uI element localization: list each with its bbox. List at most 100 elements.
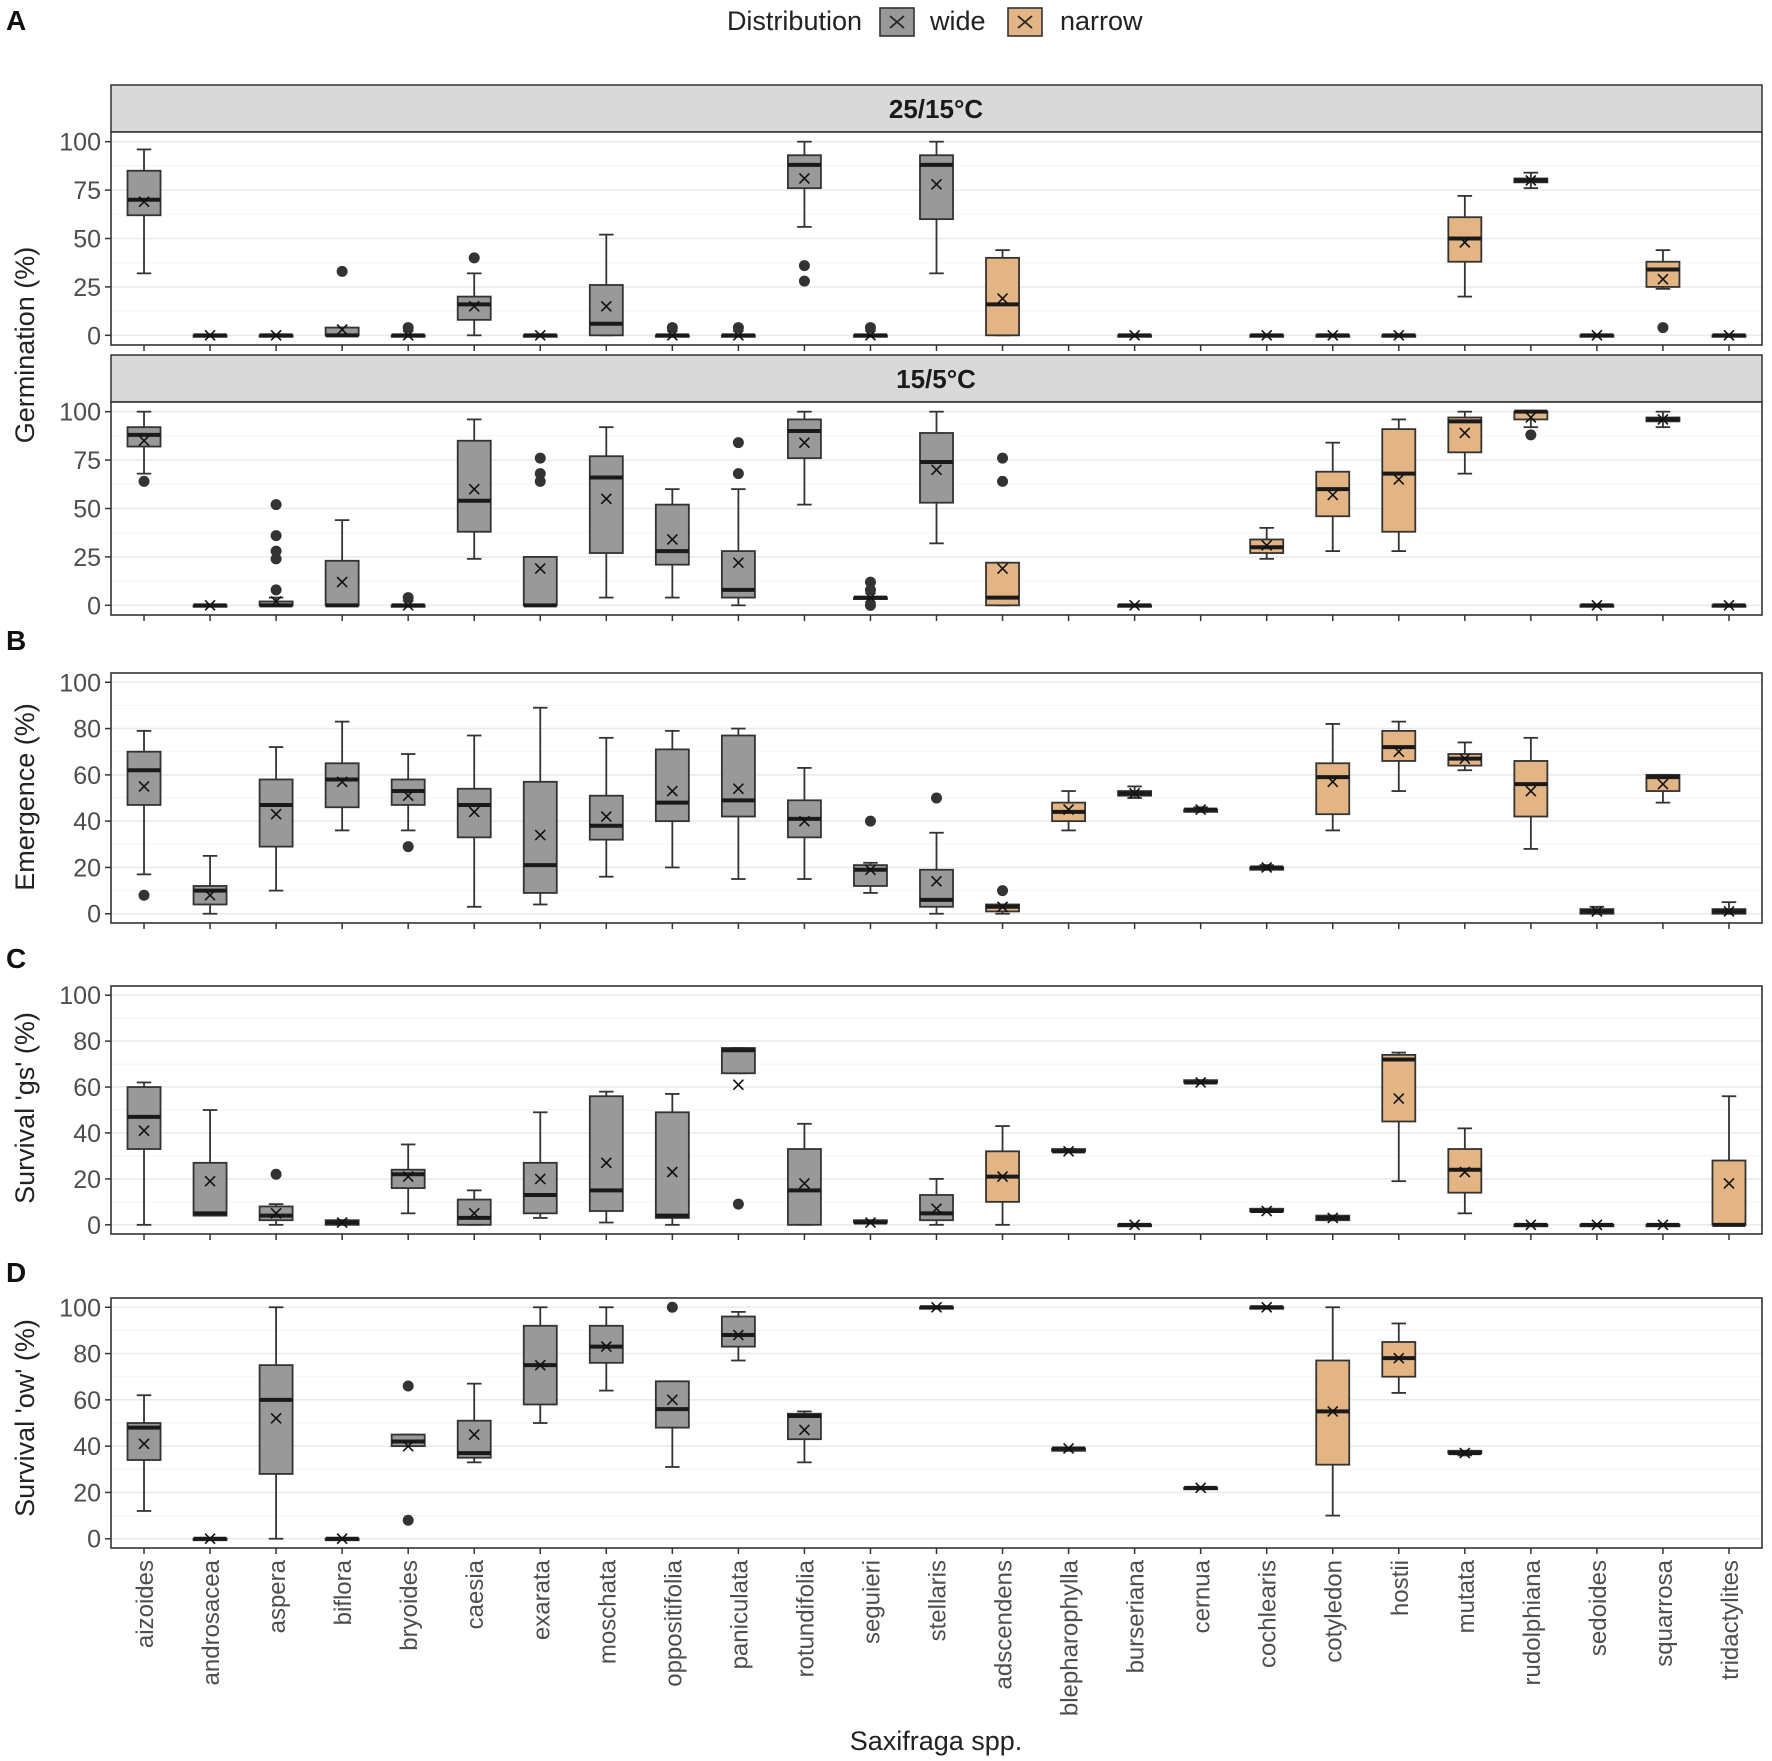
box-sedoides	[1579, 905, 1615, 917]
box-adscendens	[985, 452, 1020, 607]
outlier-point	[732, 1198, 744, 1210]
mean-marker	[798, 172, 810, 185]
outlier-point	[931, 792, 942, 804]
outlier-point	[402, 322, 414, 334]
box-body	[1513, 760, 1549, 818]
box-cernua	[1183, 804, 1219, 816]
outlier-point	[732, 322, 744, 334]
panel-1: 0 25 50 75 100	[59, 399, 1763, 621]
box-body	[126, 169, 162, 217]
box-body	[258, 1364, 294, 1475]
box-rotundifolia	[787, 410, 822, 506]
mean-marker	[402, 599, 414, 611]
box-exarata	[522, 329, 558, 341]
box-rotundifolia	[787, 767, 822, 880]
mean-marker	[930, 1301, 943, 1313]
mean-marker	[402, 329, 414, 341]
box-moschata	[588, 1306, 624, 1392]
mean-marker	[1657, 778, 1669, 790]
box-body	[588, 455, 624, 554]
box-sedoides	[1579, 599, 1615, 611]
mean-marker	[732, 329, 744, 341]
box-blepharophylla	[1051, 1145, 1086, 1157]
y-tick-label: 80	[73, 1341, 101, 1369]
mean-marker	[1195, 804, 1207, 816]
ylabel-survival-ow: Survival 'ow' (%)	[10, 1319, 40, 1517]
mean-marker	[930, 1203, 943, 1215]
mean-marker	[204, 329, 216, 341]
y-tick-label: 20	[73, 1479, 101, 1507]
panel-letter-b: B	[6, 625, 26, 656]
panel-border	[110, 985, 1763, 1235]
box-aizoides	[126, 729, 162, 901]
mean-marker	[996, 562, 1009, 575]
box-moschata	[588, 426, 624, 599]
mean-marker	[1327, 1405, 1339, 1417]
outlier-point	[864, 322, 876, 334]
box-rudolphiana	[1513, 736, 1549, 850]
mean-marker	[864, 864, 877, 876]
x-tick-label-stellaris: stellaris	[925, 1560, 952, 1641]
box-cochlearis	[1249, 1205, 1285, 1217]
x-tick-label-sedoides: sedoides	[1585, 1560, 1612, 1656]
box-body	[919, 432, 954, 504]
box-stellaris	[919, 140, 954, 275]
ylabel-survival-gs: Survival 'gs' (%)	[10, 1012, 40, 1204]
x-tick-label-oppositifolia: oppositifolia	[660, 1559, 687, 1686]
mean-marker	[600, 300, 612, 312]
outlier-point	[270, 530, 282, 542]
box-caesia	[456, 252, 492, 337]
mean-marker	[468, 483, 480, 495]
outlier-point	[270, 584, 282, 596]
box-androsacea	[192, 329, 228, 341]
mean-marker	[1525, 411, 1537, 424]
xlabel: Saxifraga spp.	[850, 1726, 1023, 1756]
mean-marker	[600, 493, 612, 505]
mean-marker	[1591, 905, 1603, 917]
mean-marker	[1327, 776, 1339, 788]
mean-marker	[732, 557, 744, 569]
box-paniculata	[720, 322, 756, 341]
legend-key-narrow: narrow	[1007, 6, 1143, 37]
box-body	[654, 1380, 690, 1429]
box-body	[654, 748, 690, 823]
box-aspera	[258, 329, 294, 341]
box-oppositifolia	[654, 729, 690, 869]
box-oppositifolia	[654, 488, 690, 599]
box-body	[258, 778, 294, 848]
y-tick-label: 100	[59, 982, 101, 1010]
mean-marker	[534, 1359, 546, 1371]
panel-border	[110, 401, 1763, 616]
box-body	[456, 439, 492, 533]
legend: Distribution wide narrow	[727, 6, 1143, 37]
mean-marker	[1393, 329, 1405, 341]
panel-border	[110, 672, 1763, 924]
mean-marker	[534, 562, 546, 575]
mean-marker	[1525, 785, 1537, 797]
mean-marker	[798, 1424, 810, 1436]
mean-marker	[204, 1175, 216, 1187]
box-hostii	[1381, 329, 1417, 341]
box-seguieri	[853, 815, 888, 894]
mean-marker	[270, 1412, 282, 1424]
x-tick-label-tridactylites: tridactylites	[1717, 1560, 1744, 1680]
box-exarata	[522, 706, 558, 906]
box-oppositifolia	[654, 322, 690, 341]
mean-marker	[1723, 329, 1735, 341]
outlier-point	[666, 1301, 678, 1313]
y-tick-label: 25	[73, 274, 101, 302]
y-tick-label: 20	[73, 1166, 101, 1194]
box-bryoides	[390, 322, 426, 341]
mean-marker	[1327, 329, 1339, 341]
x-tick-label-cochlearis: cochlearis	[1255, 1560, 1282, 1668]
y-tick-label: 100	[59, 669, 101, 697]
y-tick-label: 0	[87, 592, 101, 620]
box-aspera	[258, 1306, 294, 1540]
y-tick-label: 40	[73, 1120, 101, 1148]
y-tick-label: 40	[73, 1433, 101, 1461]
x-tick-label-hostii: hostii	[1387, 1560, 1414, 1616]
mean-marker	[1591, 329, 1603, 341]
box-rotundifolia	[787, 1410, 822, 1464]
box-stellaris	[919, 1177, 954, 1226]
box-body	[720, 734, 756, 818]
